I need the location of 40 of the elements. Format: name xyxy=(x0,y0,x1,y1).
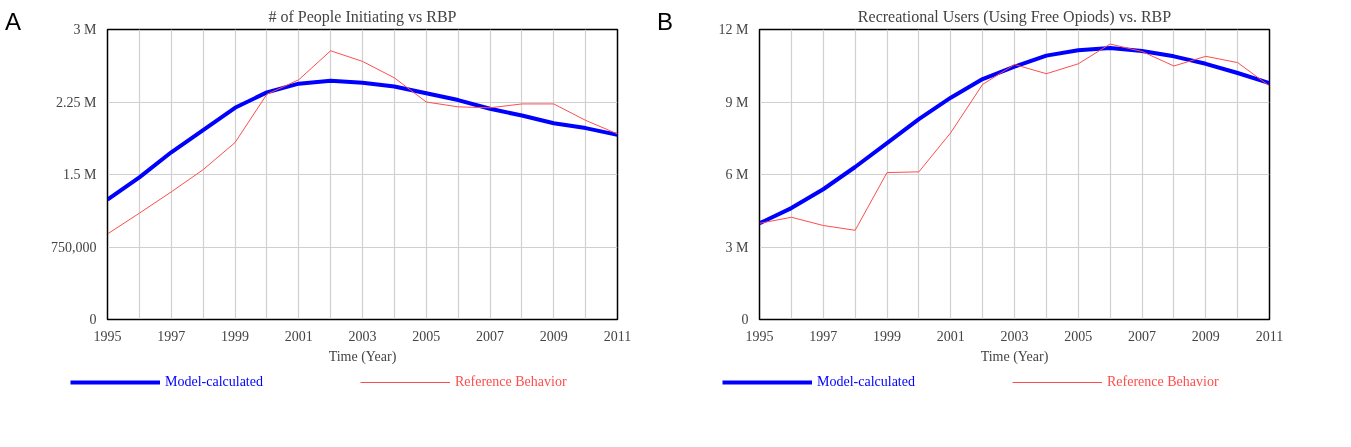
x-axis-title: Time (Year) xyxy=(980,348,1049,365)
x-tick-label: 1997 xyxy=(157,328,186,344)
x-tick-label: 2003 xyxy=(348,328,377,344)
y-tick-label: 1.5 M xyxy=(63,167,98,182)
x-axis-title: Time (Year) xyxy=(328,348,397,365)
x-tick-label: 1999 xyxy=(873,328,901,344)
x-tick-label: 2001 xyxy=(284,328,313,344)
x-tick-label: 2007 xyxy=(476,328,504,344)
y-tick-label: 3 M xyxy=(725,239,750,255)
text: Model-calculated xyxy=(165,374,263,390)
y-tick-label: 6 M xyxy=(725,167,750,182)
y-tick-label: 9 M xyxy=(725,94,750,110)
x-tick-label: 1995 xyxy=(745,328,774,344)
x-tick-label: 1995 xyxy=(93,328,122,344)
y-tick-label: 12 M xyxy=(718,22,750,37)
line-series xyxy=(107,78,618,202)
text: A xyxy=(5,7,22,37)
x-tick-label: 2009 xyxy=(539,328,568,344)
x-tick-label: 2003 xyxy=(1000,328,1029,344)
x-tick-label: 2009 xyxy=(1191,328,1220,344)
chart-title: # of People Initiating vs RBP xyxy=(268,7,457,26)
x-tick-label: 2007 xyxy=(1128,328,1156,344)
text: Model-calculated xyxy=(817,374,915,390)
y-tick-label: 0 xyxy=(741,312,749,327)
x-tick-label: 2005 xyxy=(412,328,441,344)
y-tick-label: 750,000 xyxy=(51,239,97,255)
text: Reference Behavior xyxy=(455,374,567,390)
y-tick-label: 3 M xyxy=(73,22,98,37)
x-tick-label: 2005 xyxy=(1064,328,1093,344)
x-tick-label: 2011 xyxy=(603,328,632,344)
x-tick-label: 1999 xyxy=(221,328,249,344)
text: B xyxy=(657,7,674,37)
x-tick-label: 2011 xyxy=(1255,328,1284,344)
x-tick-label: 1997 xyxy=(809,328,838,344)
text: Reference Behavior xyxy=(1107,374,1219,390)
chart-title: Recreational Users (Using Free Opiods) vs. RBP xyxy=(857,7,1172,26)
x-tick-label: 2001 xyxy=(936,328,965,344)
line-series xyxy=(107,50,618,235)
y-tick-label: 0 xyxy=(89,312,97,327)
y-tick-label: 2.25 M xyxy=(56,94,98,110)
